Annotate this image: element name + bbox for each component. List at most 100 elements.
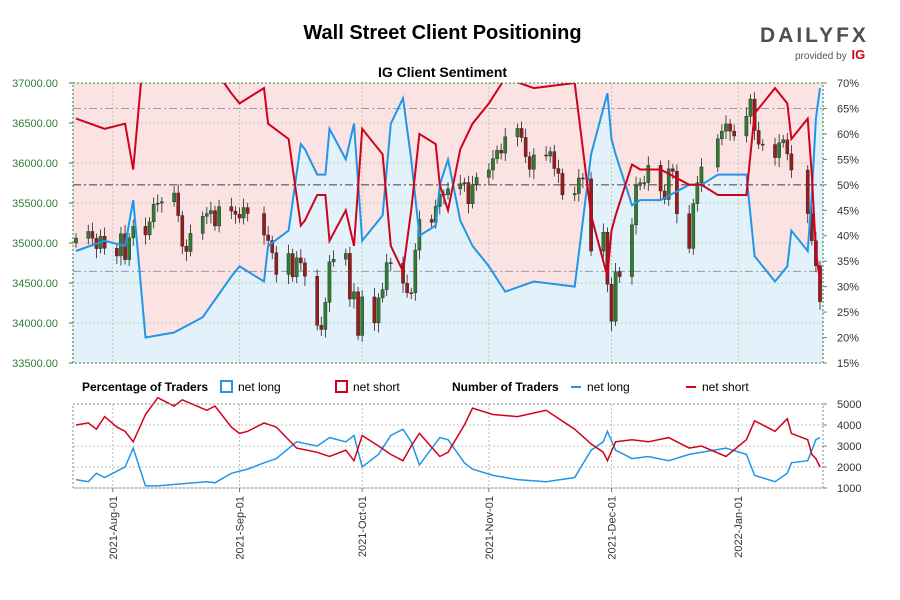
candle-body xyxy=(344,253,348,260)
candle-body xyxy=(805,169,810,214)
candle-body xyxy=(127,237,131,260)
candle-body xyxy=(384,262,389,290)
candle-body xyxy=(785,139,790,155)
price-tick-label: 37000.00 xyxy=(12,78,58,90)
candle-body xyxy=(609,284,614,322)
candle-body xyxy=(495,150,499,159)
candle-body xyxy=(241,207,246,219)
count-net-long-line xyxy=(75,428,821,487)
page-title: Wall Street Client Positioning xyxy=(303,22,582,44)
legend-pct-long: net long xyxy=(220,380,281,394)
candle-body xyxy=(180,215,185,247)
candle-body xyxy=(666,168,671,200)
candle-body xyxy=(462,182,467,184)
pct-tick-label: 70% xyxy=(837,78,859,90)
candle-body xyxy=(532,154,536,170)
candle-body xyxy=(429,219,434,223)
candle-body xyxy=(188,233,193,252)
candle-body xyxy=(716,138,720,168)
candle-body xyxy=(360,296,364,336)
candle-body xyxy=(491,158,495,171)
candle-body xyxy=(262,213,266,236)
candle-body xyxy=(756,130,761,145)
candle-body xyxy=(527,156,532,170)
candle-body xyxy=(728,123,732,132)
candle-body xyxy=(205,213,209,217)
candle-body xyxy=(724,123,728,132)
pct-tick-label: 40% xyxy=(837,231,859,243)
candle-body xyxy=(560,173,565,196)
x-tick-label: 2021-Dec-01 xyxy=(607,496,619,560)
candle-body xyxy=(413,249,418,294)
logo-provided-text: provided by xyxy=(795,51,847,62)
candle-body xyxy=(388,262,393,264)
candle-body xyxy=(777,142,781,158)
x-tick-label: 2021-Oct-01 xyxy=(357,496,369,557)
candle-body xyxy=(372,296,377,324)
pct-tick-label: 15% xyxy=(837,358,859,370)
candle-body xyxy=(732,130,736,137)
candle-body xyxy=(638,182,642,186)
logo-fx: FX xyxy=(836,24,869,47)
x-tick-label: 2021-Nov-01 xyxy=(484,496,496,560)
net-short-fill xyxy=(73,83,823,338)
candle-body xyxy=(405,283,409,293)
candle-body xyxy=(634,185,638,226)
pct-tick-label: 30% xyxy=(837,282,859,294)
candle-body xyxy=(446,188,450,195)
chart-subtitle: IG Client Sentiment xyxy=(377,64,508,80)
candle-body xyxy=(474,177,479,185)
candle-body xyxy=(556,168,561,174)
price-tick-label: 36500.00 xyxy=(12,118,58,130)
candle-body xyxy=(348,253,352,300)
candle-body xyxy=(319,325,324,330)
net-long-fill xyxy=(73,88,823,363)
candle-body xyxy=(499,150,503,154)
candle-body xyxy=(617,271,622,277)
candle-body xyxy=(646,165,651,183)
candle-body xyxy=(290,253,295,278)
count-tick-label: 4000 xyxy=(837,420,861,432)
legend-num-short: net short xyxy=(686,380,749,394)
candle-body xyxy=(515,128,520,137)
legend-pct-short-label: net short xyxy=(353,380,400,394)
pct-tick-label: 55% xyxy=(837,154,859,166)
candle-body xyxy=(323,302,328,330)
candle-body xyxy=(200,215,205,234)
candle-body xyxy=(352,291,356,300)
candle-body xyxy=(229,206,234,212)
candle-body xyxy=(115,247,119,257)
candle-body xyxy=(327,261,332,303)
candle-body xyxy=(789,153,794,171)
candle-body xyxy=(376,297,381,324)
x-tick-label: 2021-Sep-01 xyxy=(235,496,247,560)
legend-num-long: net long xyxy=(571,380,630,394)
legend-num-long-label: net long xyxy=(587,380,630,394)
candle-body xyxy=(184,245,189,252)
candle-body xyxy=(523,137,528,157)
candle-body xyxy=(155,202,160,205)
candle-body xyxy=(699,166,704,183)
candle-body xyxy=(748,98,753,117)
candle-body xyxy=(217,206,221,227)
candle-body xyxy=(356,291,360,336)
candle-body xyxy=(642,182,647,184)
price-tick-label: 35500.00 xyxy=(12,198,58,210)
candle-body xyxy=(74,237,78,244)
candle-body xyxy=(266,234,270,241)
pct-tick-label: 65% xyxy=(837,103,859,115)
candle-body xyxy=(331,258,336,263)
candle-body xyxy=(209,210,213,214)
pct-tick-label: 35% xyxy=(837,256,859,268)
price-tick-label: 35000.00 xyxy=(12,238,58,250)
candle-body xyxy=(760,143,765,146)
candle-body xyxy=(720,130,724,140)
candle-body xyxy=(237,213,242,219)
ig-logo: IG xyxy=(851,47,866,62)
candle-body xyxy=(151,204,156,223)
legend-pct-title: Percentage of Traders xyxy=(82,380,209,394)
x-tick-label: 2021-Aug-01 xyxy=(108,496,120,560)
candle-body xyxy=(160,201,164,204)
legend-num-title: Number of Traders xyxy=(452,380,559,394)
